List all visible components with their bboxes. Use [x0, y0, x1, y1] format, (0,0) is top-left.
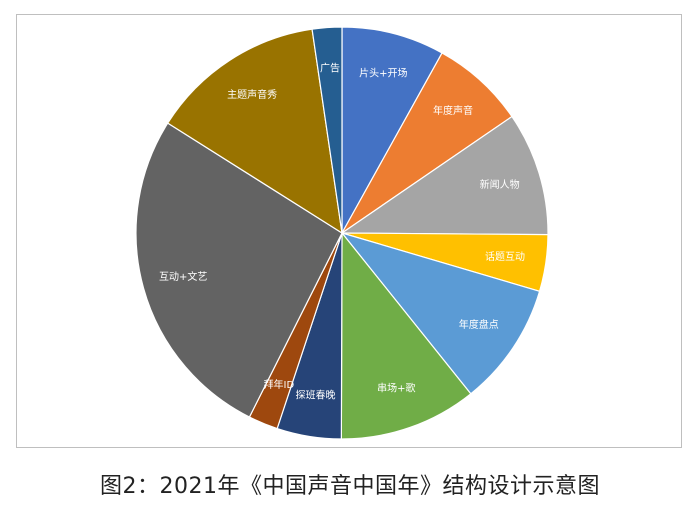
pie-slice [340, 231, 541, 395]
pie-slice [340, 231, 472, 440]
pie-slice-label: 话题互动 [485, 251, 525, 263]
pie-slice [340, 115, 549, 236]
pie-slice-label: 串场+歌 [377, 382, 415, 395]
pie-slice-label: 年度盘点 [459, 318, 499, 331]
pie-slice-label: 互动+文艺 [159, 270, 207, 283]
pie-slice-label: 广告 [320, 62, 340, 75]
figure-caption: 图2：2021年《中国声音中国年》结构设计示意图 [100, 474, 600, 499]
pie-slice [135, 122, 343, 418]
pie-slice-label: 年度声音 [433, 104, 473, 117]
chart-frame: 片头+开场年度声音新闻人物话题互动年度盘点串场+歌探班春晚 拜年ID 互动+文艺 主题… [16, 14, 682, 448]
pie-slice-label: 探班春晚 [296, 389, 336, 402]
pie-slice-label: 主题声音秀 [227, 88, 277, 101]
pie-slice-label: 片头+开场 [359, 67, 407, 80]
pie-slice-label: 拜年ID [264, 378, 295, 391]
pie-slice [166, 28, 343, 235]
pie-slice-label: 新闻人物 [480, 178, 520, 191]
pie-slice [311, 26, 343, 234]
pie-slice [341, 26, 443, 236]
